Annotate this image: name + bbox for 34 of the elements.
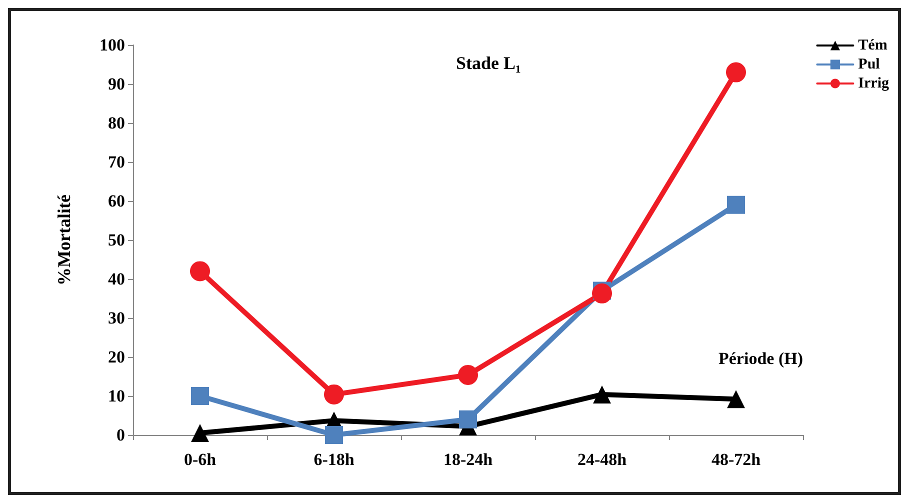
chart-title: Stade L₁ (456, 53, 521, 73)
y-tick-label: 90 (108, 74, 125, 94)
point (727, 196, 745, 214)
point (726, 62, 746, 82)
y-tick-label: 0 (116, 426, 125, 444)
x-axis-title: Période (H) (718, 349, 803, 368)
point (191, 424, 209, 442)
point (592, 283, 612, 304)
y-tick-label: 100 (100, 36, 125, 54)
point (593, 385, 611, 404)
y-tick-label: 80 (108, 114, 125, 132)
y-tick-label: 20 (108, 348, 125, 366)
y-tick-label: 50 (108, 230, 125, 250)
point (190, 261, 210, 282)
point (459, 410, 477, 428)
point (191, 387, 209, 405)
legend-label: Irrig (858, 76, 890, 92)
point (325, 426, 343, 444)
y-tick-label: 40 (108, 270, 125, 288)
x-tick-label: 6-18h (314, 450, 355, 469)
point (727, 390, 745, 408)
y-tick-label: 60 (108, 192, 125, 210)
legend-label: Pul (858, 56, 880, 72)
y-tick-label: 10 (108, 386, 125, 406)
legend-label: Tém (858, 38, 888, 54)
x-tick-label: 48-72h (711, 450, 762, 469)
x-tick-label: 0-6h (184, 450, 217, 469)
point (458, 364, 478, 385)
y-tick-label: 70 (108, 152, 125, 172)
y-axis-title: %Mortalité (54, 194, 74, 286)
y-tick-label: 30 (108, 308, 125, 328)
x-tick-label: 24-48h (577, 450, 628, 469)
point (324, 384, 344, 404)
x-tick-label: 18-24h (443, 450, 494, 469)
